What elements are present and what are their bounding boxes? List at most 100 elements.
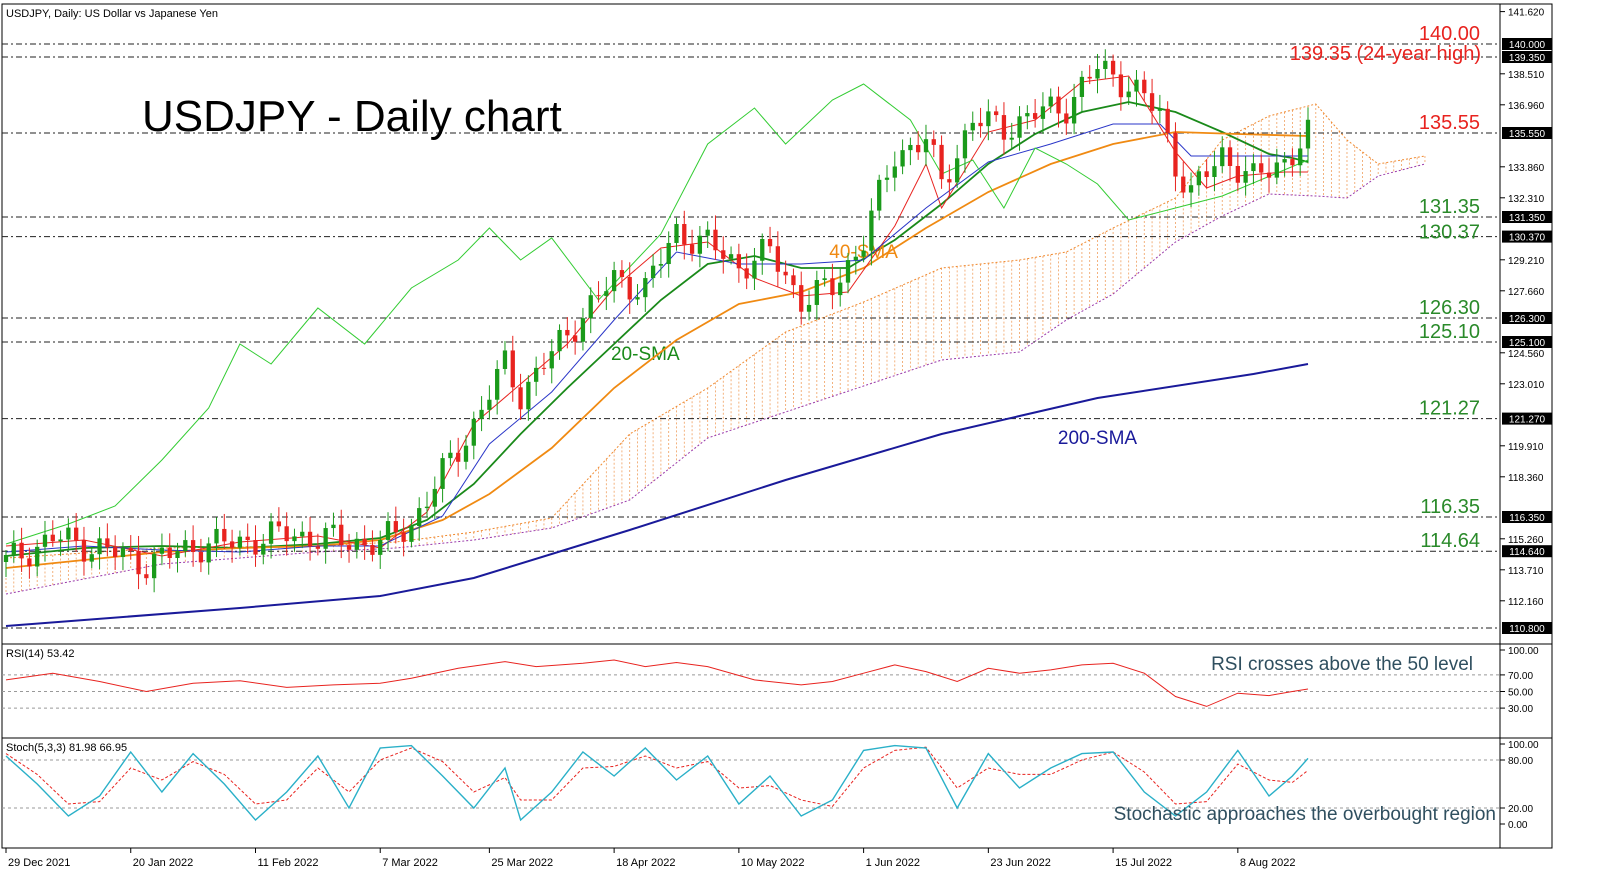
candle-body — [947, 179, 952, 183]
candle-body — [74, 527, 79, 541]
candle-body — [440, 458, 445, 489]
candle-body — [253, 540, 258, 555]
chart-header: USDJPY, Daily: US Dollar vs Japanese Yen — [6, 8, 218, 20]
candle-body — [705, 229, 710, 236]
candle-body — [806, 304, 812, 312]
candle-body — [222, 528, 227, 542]
candle-body — [713, 229, 718, 251]
rsi-tick-label: 70.00 — [1508, 671, 1533, 682]
candle-body — [510, 350, 515, 388]
candle-body — [3, 555, 9, 562]
candle-body — [939, 144, 944, 180]
price-tick-label: 141.620 — [1508, 8, 1545, 19]
candle-body — [572, 335, 578, 342]
candle-body — [136, 550, 141, 575]
time-tick-label: 15 Jul 2022 — [1115, 857, 1172, 869]
candle-body — [1001, 115, 1007, 140]
candle-body — [424, 506, 430, 509]
candle-body — [292, 536, 297, 542]
candle-body — [627, 277, 632, 300]
time-tick-label: 11 Feb 2022 — [257, 857, 318, 869]
candle-body — [113, 547, 118, 558]
candle-body — [378, 539, 383, 555]
candle-body — [66, 527, 71, 540]
candle-body — [144, 574, 149, 579]
candle-body — [775, 246, 780, 272]
candle-body — [276, 521, 282, 527]
axis-level-label: 110.800 — [1509, 624, 1545, 635]
level-label: 121.27 — [1419, 398, 1480, 420]
time-tick-label: 7 Mar 2022 — [382, 857, 438, 869]
axis-level-box — [1502, 412, 1552, 425]
level-label: 125.10 — [1419, 321, 1480, 343]
axis-level-label: 130.370 — [1509, 233, 1546, 244]
candle-body — [167, 547, 172, 559]
candle-body — [666, 242, 671, 265]
candle-body — [175, 551, 180, 559]
candle-body — [471, 418, 476, 446]
candle-body — [1305, 119, 1311, 149]
candle-body — [760, 238, 765, 261]
candle-body — [697, 235, 703, 254]
candle-body — [1048, 96, 1053, 107]
axis-level-box — [1502, 312, 1552, 324]
level-label: 130.37 — [1419, 222, 1480, 244]
candle-body — [1095, 68, 1100, 79]
price-tick-label: 123.010 — [1508, 380, 1545, 391]
rsi-title: RSI(14) 53.42 — [6, 648, 74, 660]
candle-body — [721, 250, 726, 259]
candle-body — [370, 544, 375, 555]
axis-level-label: 116.350 — [1509, 513, 1545, 524]
price-tick-label: 136.960 — [1508, 101, 1545, 112]
candle-body — [1064, 113, 1069, 124]
axis-level-label: 139.350 — [1509, 53, 1546, 64]
candle-body — [11, 542, 16, 555]
candle-body — [908, 144, 913, 151]
level-label: 116.35 — [1420, 496, 1480, 518]
candle-body — [1032, 113, 1038, 119]
candle-body — [1243, 171, 1248, 183]
candle-body — [479, 409, 484, 419]
candle-body — [1126, 91, 1131, 98]
stoch-k-line — [5, 744, 1309, 822]
rsi-tick-label: 50.00 — [1508, 688, 1533, 699]
candle-body — [1017, 116, 1022, 138]
candle-body — [993, 111, 999, 116]
cloud-span-b — [5, 163, 1426, 595]
candle-body — [526, 381, 531, 410]
stoch-annotation: Stochastic approaches the overbought reg… — [1114, 804, 1496, 825]
candle-body — [487, 399, 492, 410]
indicator-line — [5, 123, 1308, 553]
price-axis: 141.620 138.510 136.960 133.860 132.310 129.2… — [1499, 4, 1545, 848]
axis-level-label: 131.350 — [1509, 213, 1546, 224]
candle-body — [409, 525, 414, 542]
time-tick-label: 18 Apr 2022 — [616, 857, 675, 869]
candle-body — [362, 538, 367, 545]
axis-level-box — [1502, 336, 1552, 348]
candle-body — [518, 387, 523, 410]
candle-body — [1204, 171, 1209, 178]
candle-body — [892, 166, 897, 178]
candle-body — [650, 265, 656, 279]
axis-level-box — [1502, 622, 1552, 634]
candle-body — [1079, 76, 1085, 97]
time-axis: 29 Dec 2021 20 Jan 2022 11 Feb 2022 7 Mar 2… — [5, 848, 1296, 869]
axis-level-box — [1502, 51, 1552, 63]
indicator-line — [5, 83, 1309, 545]
candle-body — [783, 271, 788, 276]
candle-body — [206, 543, 211, 563]
candle-body — [1165, 108, 1170, 133]
candle-body — [1087, 76, 1092, 79]
axis-level-label: 126.300 — [1509, 314, 1546, 325]
candle-body — [1118, 74, 1124, 98]
candle-body — [728, 254, 734, 259]
candle-body — [245, 536, 250, 541]
candle-body — [393, 521, 398, 533]
candle-body — [19, 542, 24, 559]
price-tick-label: 112.160 — [1508, 597, 1544, 608]
candle-body — [1103, 60, 1108, 69]
candle-body — [183, 540, 188, 552]
candle-body — [1149, 93, 1155, 111]
candle-body — [752, 260, 757, 279]
candle-body — [300, 531, 305, 537]
